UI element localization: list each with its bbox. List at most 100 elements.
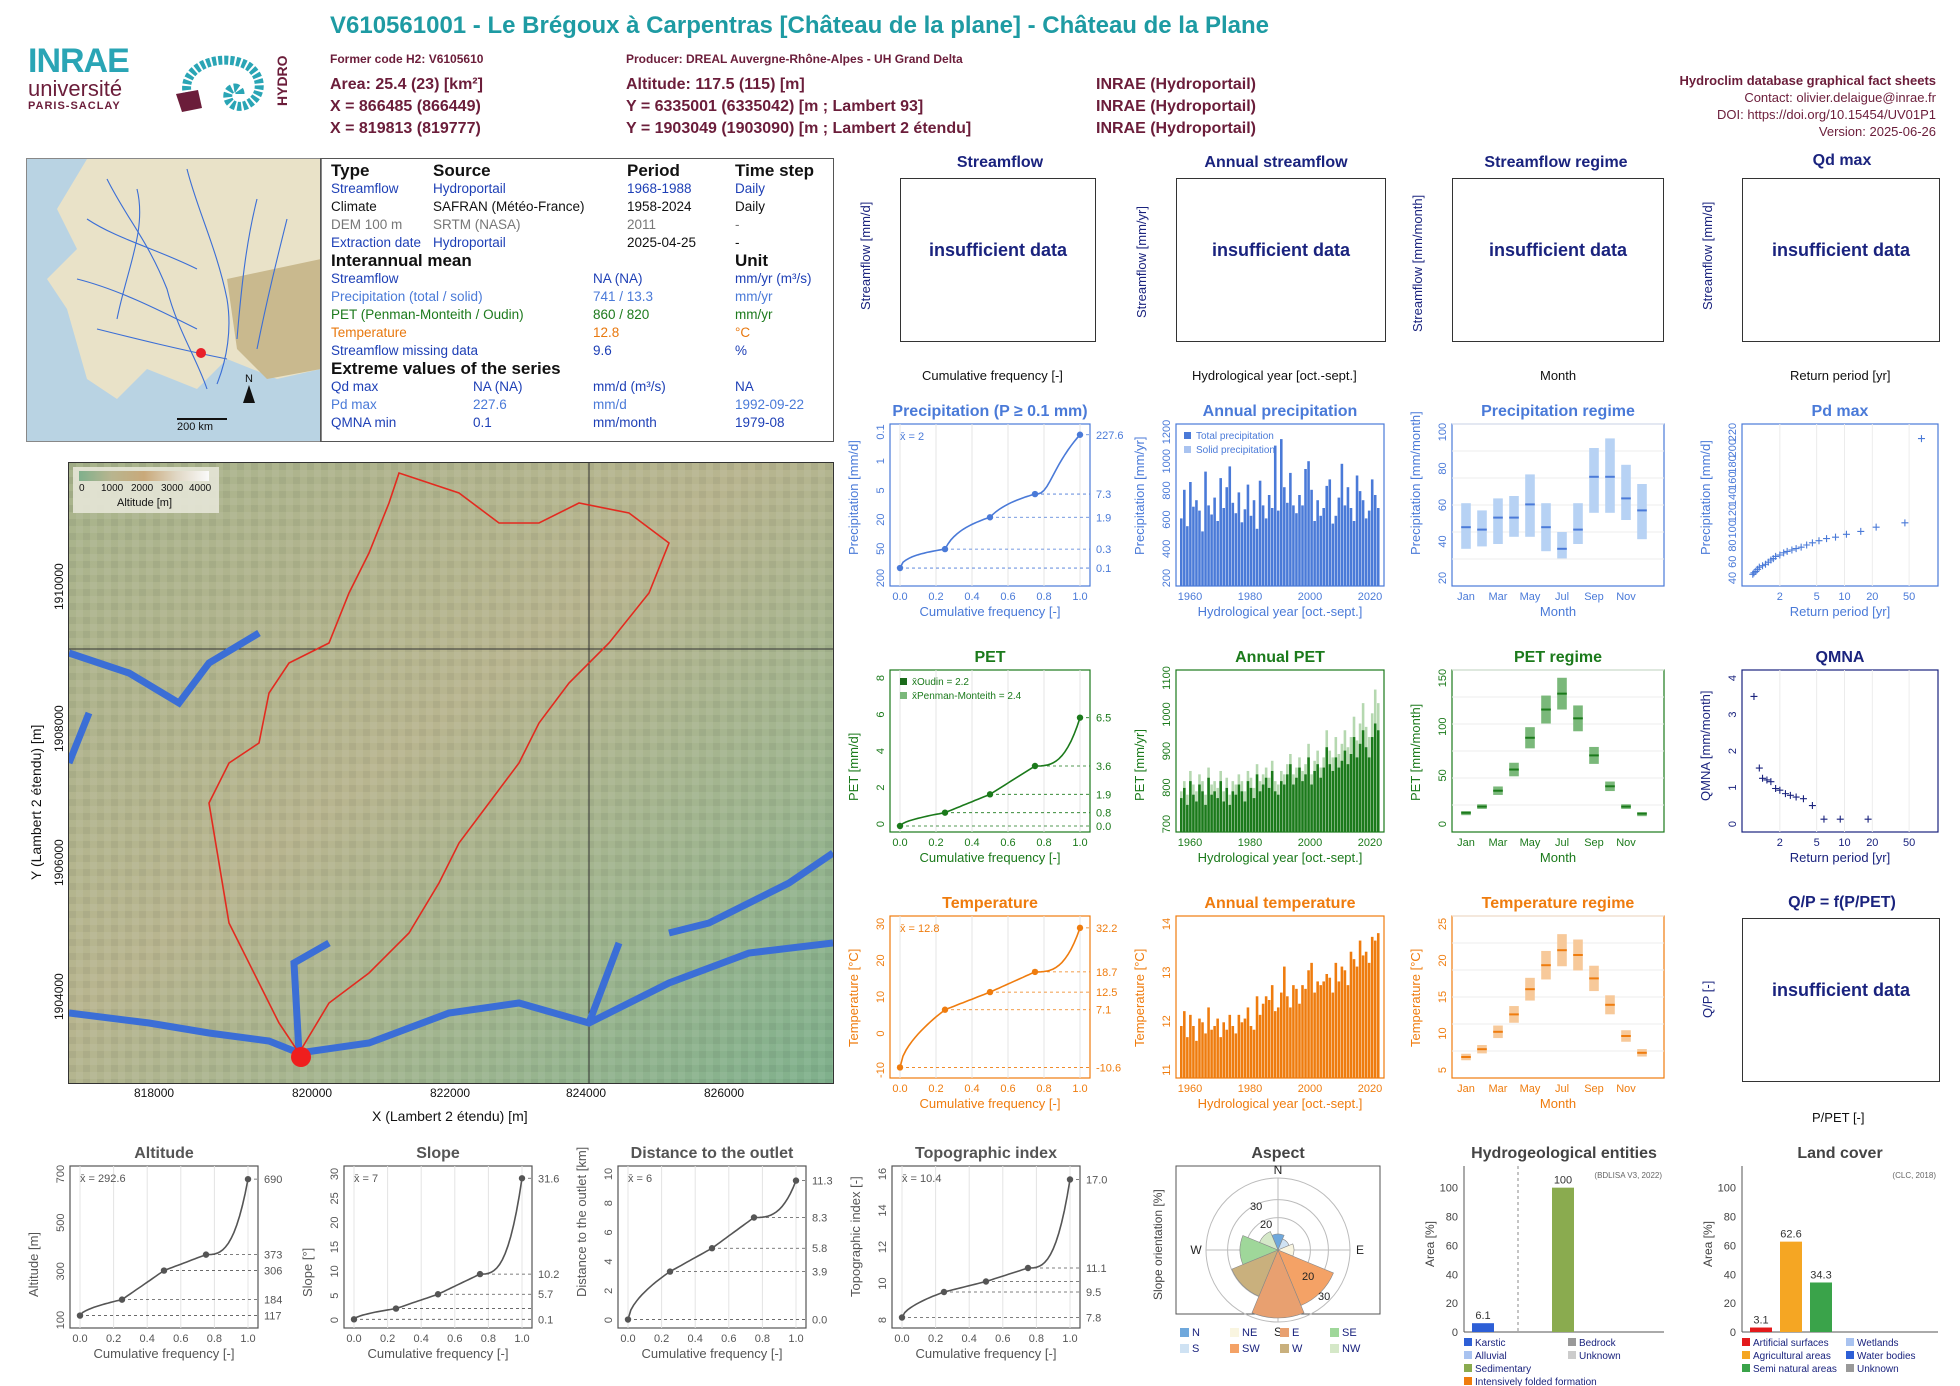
x-l93: X = 866485 (866449) xyxy=(330,98,481,115)
annual-pet-bar xyxy=(1219,781,1222,832)
annual-pet-bar xyxy=(1340,760,1344,832)
precip-cdf-frame xyxy=(889,423,1091,587)
topo-cdf-ytick: 14 xyxy=(877,1204,889,1216)
slope-cdf-title: Slope xyxy=(416,1145,460,1162)
annual-pet-bar xyxy=(1192,794,1195,832)
annual-pet-bar xyxy=(1313,770,1316,832)
pd-max-point xyxy=(1772,552,1780,560)
annual-temp-bar xyxy=(1195,1040,1198,1078)
annual-pet-bar xyxy=(1231,791,1235,832)
qmna-point xyxy=(1776,786,1784,794)
landcover-title: Land cover xyxy=(1797,1145,1882,1162)
alt-legend-title: Altitude [m] xyxy=(117,497,173,509)
td-period-3: 2011 xyxy=(627,217,657,232)
annual-pet-bar xyxy=(1352,737,1356,832)
precip-cdf-ytick: 1 xyxy=(875,458,887,464)
qp-panel xyxy=(1742,918,1940,1082)
temp-cdf-xtick: 0.8 xyxy=(1036,1083,1051,1095)
annual-pet-bar xyxy=(1322,767,1325,832)
th-period: Period xyxy=(627,161,680,180)
pet-cdf-title: PET xyxy=(974,649,1005,666)
pet-cdf-right-tick: 1.9 xyxy=(1096,789,1111,801)
qmna-point xyxy=(1820,815,1828,823)
pet-regime-ytick: 50 xyxy=(1437,769,1449,781)
annual-temp-bar xyxy=(1246,1007,1250,1078)
annual-precip-bar xyxy=(1340,463,1344,586)
precip-regime-box xyxy=(1477,510,1487,547)
td-type-3: DEM 100 m xyxy=(331,217,403,232)
annual-precip-bar xyxy=(1328,479,1332,586)
hydrogeo-legend-label: Karstic xyxy=(1475,1338,1506,1349)
altitude-cdf-ytick: 500 xyxy=(55,1213,67,1231)
distance-cdf-mean: x̄ = 6 xyxy=(628,1173,652,1185)
precip-regime-xtick: Sep xyxy=(1584,591,1604,603)
precip-regime-xtick: Jan xyxy=(1457,591,1475,603)
altitude-cdf-line xyxy=(79,1178,249,1317)
pd-max-point xyxy=(1788,546,1796,554)
altitude-cdf-frame xyxy=(69,1165,259,1329)
slope-cdf-ylabel: Slope [°] xyxy=(300,1248,315,1297)
temp-cdf-ytick: 0 xyxy=(875,1030,887,1036)
topo-cdf-xlabel: Cumulative frequency [-] xyxy=(916,1346,1057,1361)
source-1: INRAE (Hydroportail) xyxy=(1096,76,1256,93)
qmna-point xyxy=(1750,692,1758,700)
annual-precip-bar xyxy=(1267,495,1271,586)
aspect-slice xyxy=(1259,1231,1279,1251)
annual-temp-bar xyxy=(1349,951,1353,1078)
pet-cdf-right-tick: 0.8 xyxy=(1096,808,1111,820)
hydrogeo-ytick: 40 xyxy=(1446,1269,1458,1281)
landcover-legend-label: Agricultural areas xyxy=(1753,1351,1831,1362)
hydrogeo-bar-label: 100 xyxy=(1554,1175,1572,1187)
annual-precip-bar xyxy=(1210,514,1213,586)
topo-cdf-ylabel: Topographic index [-] xyxy=(848,1176,863,1297)
ia-val-2: 741 / 13.3 xyxy=(593,289,654,304)
aspect-legend-swatch xyxy=(1230,1344,1239,1353)
slope-cdf-ytick: 20 xyxy=(329,1217,341,1229)
annual-temp-bar xyxy=(1189,1014,1192,1078)
pd-max-frame xyxy=(1741,423,1939,587)
landcover-legend-swatch xyxy=(1846,1338,1854,1346)
annual-pet-bar xyxy=(1228,804,1232,832)
pd-max-point xyxy=(1917,435,1925,443)
annual-pet-bar xyxy=(1270,770,1274,832)
pet-regime-ytick: 150 xyxy=(1437,669,1449,687)
aspect-legend-swatch xyxy=(1330,1328,1339,1337)
alt-tick-1: 1000 xyxy=(101,483,124,494)
temp-cdf-ylabel: Temperature [°C] xyxy=(846,949,861,1047)
altitude-legend: 0 1000 2000 3000 4000 Altitude [m] xyxy=(73,467,219,513)
qmna-frame xyxy=(1741,669,1939,833)
altitude-cdf-xtick: 0.2 xyxy=(106,1333,121,1345)
annual-pet-bar xyxy=(1331,770,1335,832)
pet-cdf-xtick: 0.0 xyxy=(892,837,907,849)
annual-temp-bar xyxy=(1204,1033,1207,1078)
ex-val-3: 0.1 xyxy=(473,415,492,430)
page-title: V610561001 - Le Brégoux à Carpentras [Ch… xyxy=(330,12,1270,39)
annual-temp-bar xyxy=(1292,985,1295,1078)
distance-cdf-ytick: 6 xyxy=(603,1229,615,1235)
qmna-ytick: 2 xyxy=(1727,748,1739,754)
pd-max-ytick: 60 xyxy=(1727,556,1739,568)
altitude-cdf-xtick: 0.4 xyxy=(140,1333,155,1345)
annual-pet-bar xyxy=(1216,798,1219,832)
pet-cdf-xtick: 1.0 xyxy=(1072,837,1087,849)
annual-precip-bar xyxy=(1216,521,1219,586)
annual-pet-bar xyxy=(1189,781,1192,832)
slope-cdf-xtick: 0.8 xyxy=(481,1333,496,1345)
precip-cdf-ylabel: Precipitation [mm/d] xyxy=(846,440,861,555)
annual-precip-ytick: 800 xyxy=(1161,481,1173,499)
annual-temp-bar xyxy=(1355,966,1359,1078)
hydrogeo-title: Hydrogeological entities xyxy=(1471,1145,1657,1162)
qd-max-xlabel: Return period [yr] xyxy=(1790,368,1891,383)
td-step-1: Daily xyxy=(735,181,766,196)
annual-temp-bar xyxy=(1228,1014,1232,1078)
pet-cdf-legend-swatch xyxy=(900,692,907,699)
pet-cdf-xlabel: Cumulative frequency [-] xyxy=(920,850,1061,865)
alt-tick-2: 2000 xyxy=(131,483,154,494)
pd-max-ytick: 160 xyxy=(1727,471,1739,489)
qmna-ylabel: QMNA [mm/month] xyxy=(1698,690,1713,801)
pet-cdf-ylabel: PET [mm/d] xyxy=(846,733,861,801)
topo-cdf-xtick: 0.6 xyxy=(995,1333,1010,1345)
ex-date-3: 1979-08 xyxy=(735,415,785,430)
pet-cdf-ytick: 0 xyxy=(875,821,887,827)
altitude-cdf-ytick: 100 xyxy=(55,1311,67,1329)
